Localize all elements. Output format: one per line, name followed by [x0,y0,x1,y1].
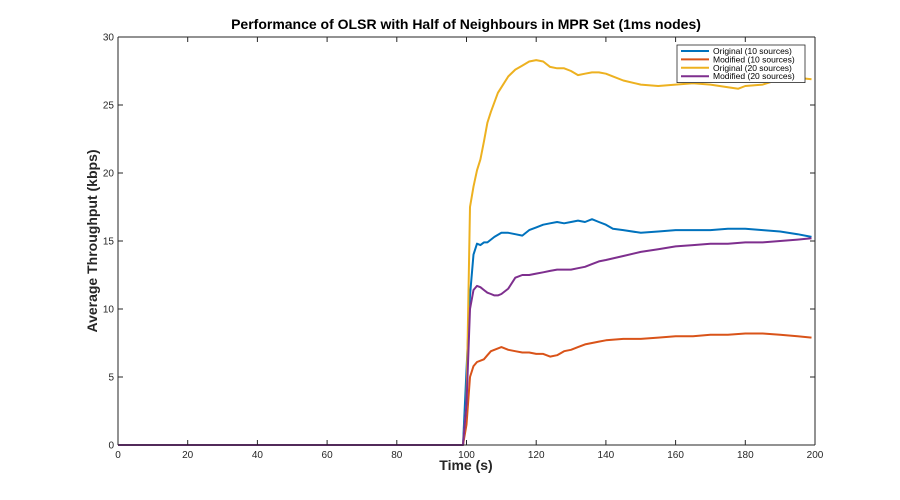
x-tick-label: 40 [252,450,264,461]
x-tick-label: 200 [807,450,824,461]
y-tick-label: 5 [108,373,114,384]
y-tick-label: 0 [108,441,114,452]
y-tick-label: 25 [103,101,115,112]
legend: Original (10 sources)Modified (10 source… [677,45,805,83]
chart-title: Performance of OLSR with Half of Neighbo… [231,16,701,32]
x-tick-label: 160 [667,450,684,461]
legend-label: Modified (20 sources) [713,71,795,81]
x-tick-label: 180 [737,450,754,461]
y-axis-title: Average Throughput (kbps) [84,149,100,332]
y-tick-label: 30 [103,33,115,44]
y-tick-label: 10 [103,305,115,316]
y-tick-label: 15 [103,237,115,248]
x-axis-title: Time (s) [439,457,492,473]
x-tick-label: 120 [528,450,545,461]
x-tick-label: 60 [322,450,334,461]
x-tick-label: 140 [598,450,615,461]
x-tick-label: 80 [391,450,403,461]
y-tick-label: 20 [103,169,115,180]
x-tick-label: 20 [182,450,194,461]
x-tick-label: 0 [115,450,121,461]
